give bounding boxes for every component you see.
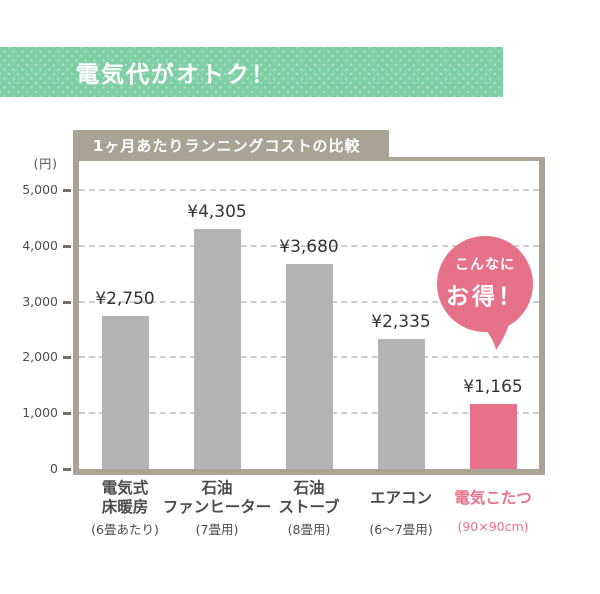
bar-石油ファンヒーター [193,228,241,469]
category-name: エアコン [331,479,471,517]
bar-電気こたつ [469,404,517,469]
category-note: (7畳用) [195,522,239,537]
y-tick-mark-3000 [63,300,71,304]
bar-エアコン [377,338,425,469]
callout-text: こんなに お得！ [436,254,534,311]
y-tick-label-2000: 2,000 [22,349,58,365]
category-note: (8畳用) [287,522,331,537]
callout-line1: こんなに [455,257,515,273]
y-tick-label-5000: 5,000 [22,182,58,197]
category-name-line: ファンヒーター [162,498,272,516]
category-label: エアコン (6～7畳用) [331,479,471,538]
callout-bubble: こんなに お得！ [436,234,536,358]
category-label: 電気こたつ (90×90cm) [423,479,563,535]
category-name: 電気式 床暖房 [55,479,195,517]
header-title: 電気代がオトク！ [76,62,276,88]
y-tick-label-0: 0 [50,461,58,476]
y-tick-mark-0 [63,468,71,471]
y-tick-mark-5000 [63,189,71,192]
category-name: 石油 ファンヒーター [147,479,287,517]
gridline-5000 [79,189,539,191]
speech-bubble-shape [437,236,533,350]
y-tick-mark-4000 [63,244,71,248]
header-banner: 電気代がオトク！ [0,47,503,97]
bar-電気式床暖房 [101,315,149,469]
y-axis-unit-label: (円) [33,157,58,171]
category-name-line: 石油 [201,479,233,497]
category-name-line: ストーブ [278,498,340,516]
chart-title-bar: 1ヶ月あたりランニングコストの比較 [73,130,389,161]
chart-title: 1ヶ月あたりランニングコストの比較 [93,137,361,155]
category-name-line: 石油 [293,479,325,497]
category-name-line: 床暖房 [101,498,149,516]
category-label: 電気式 床暖房 (6畳あたり) [55,479,195,538]
category-name: 電気こたつ [423,479,563,517]
plot-area: ¥2,750 ¥4,305 ¥3,680 ¥2,335 ¥1,165 [79,161,539,469]
category-note: (6～7畳用) [369,522,433,537]
bar-value-label: ¥1,165 [463,377,523,397]
bar-石油ストーブ [285,263,333,469]
x-axis-category-labels: 電気式 床暖房 (6畳あたり) 石油 ファンヒーター (7畳用) 石油 ストーブ (8畳用) エア… [79,479,539,537]
category-name: 石油 ストーブ [239,479,379,517]
bar-value-label: ¥2,335 [371,311,431,332]
category-name-line: エアコン [369,488,432,507]
category-name-line: 電気こたつ [454,488,532,507]
bar-value-label: ¥4,305 [187,201,247,222]
y-tick-label-1000: 1,000 [22,405,58,421]
category-label: 石油 ファンヒーター (7畳用) [147,479,287,538]
category-note: (90×90cm) [457,519,529,534]
category-name-line: 電気式 [101,479,149,497]
y-tick-mark-1000 [63,412,71,416]
gridline-4000 [79,244,539,247]
category-label: 石油 ストーブ (8畳用) [239,479,379,538]
y-tick-mark-2000 [63,356,71,360]
bar-value-label: ¥2,750 [95,288,155,309]
chart-frame [73,157,545,475]
y-tick-label-3000: 3,000 [22,293,58,309]
callout-line2: お得！ [446,284,524,310]
y-tick-label-4000: 4,000 [22,237,58,253]
category-note: (6畳あたり) [91,522,159,537]
bar-value-label: ¥3,680 [279,236,339,257]
